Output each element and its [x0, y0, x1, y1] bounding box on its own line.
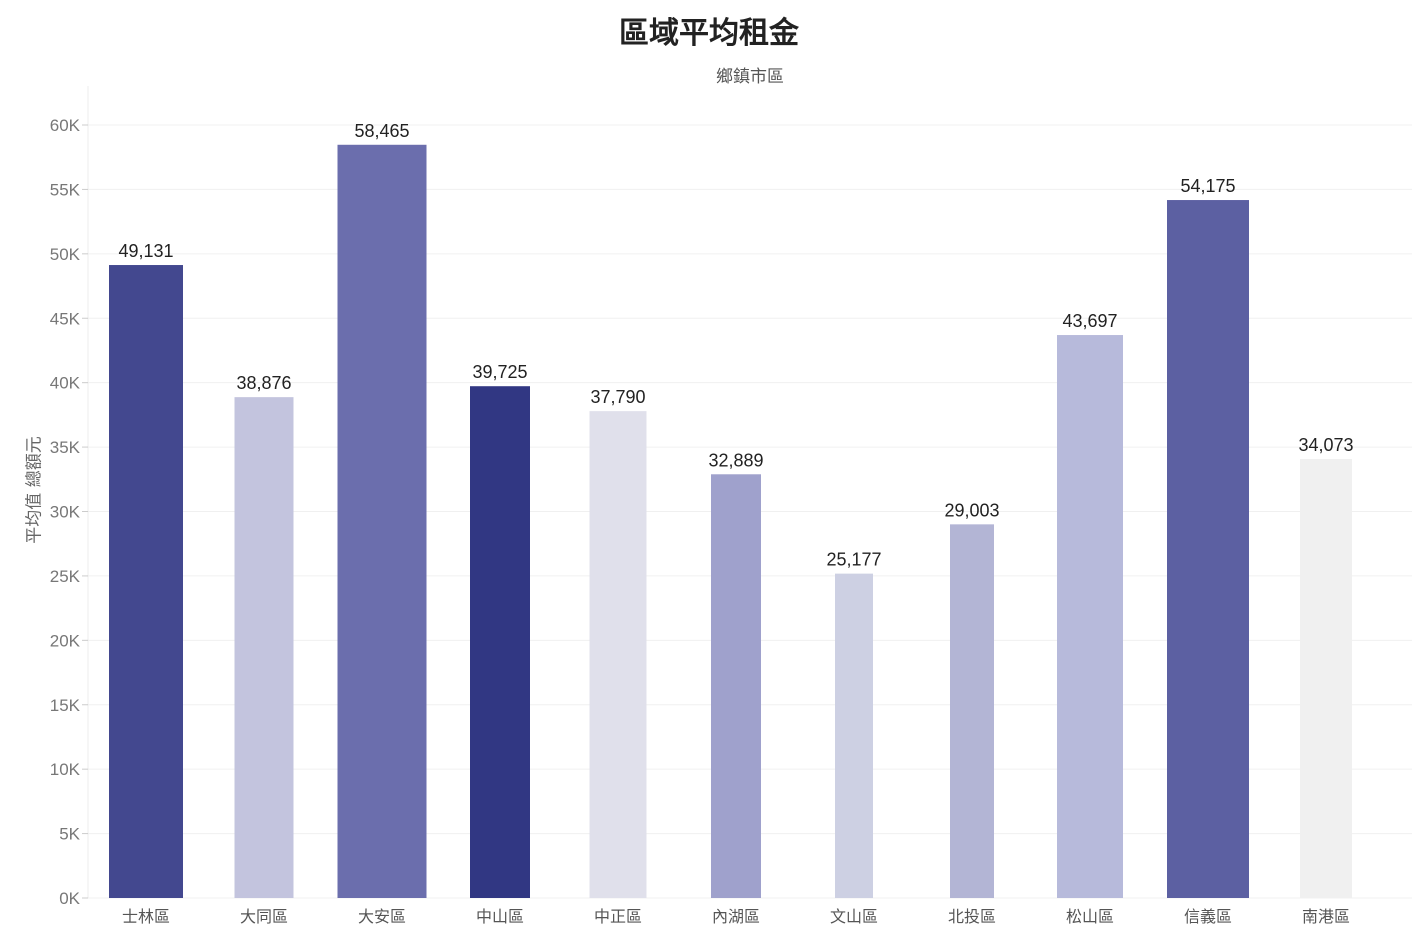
- y-tick-label: 10K: [50, 760, 81, 779]
- value-labels: 49,131 38,876 58,465 39,725 37,790 32,889 25,1…: [118, 121, 1353, 570]
- bar-value-label: 32,889: [708, 450, 763, 470]
- bar: [470, 386, 530, 898]
- bar-value-label: 49,131: [118, 241, 173, 261]
- category-label: 松山區: [1066, 907, 1114, 926]
- y-tick-label: 15K: [50, 696, 81, 715]
- bar-value-label: 25,177: [826, 550, 881, 570]
- bar: [234, 397, 294, 898]
- y-tick-label: 45K: [50, 309, 81, 328]
- bar-value-label: 34,073: [1298, 435, 1353, 455]
- category-label: 內湖區: [712, 907, 760, 926]
- category-label: 士林區: [122, 907, 170, 926]
- bar-value-label: 43,697: [1062, 311, 1117, 331]
- bar: [711, 474, 761, 898]
- y-tick-label: 5K: [59, 825, 80, 844]
- bar: [835, 573, 873, 898]
- category-label: 信義區: [1184, 907, 1232, 926]
- category-label: 大安區: [358, 907, 406, 926]
- y-tick-label: 50K: [50, 245, 81, 264]
- category-label: 中山區: [476, 907, 524, 926]
- bar-value-label: 39,725: [472, 362, 527, 382]
- bar-value-label: 37,790: [590, 387, 645, 407]
- bar: [1167, 200, 1249, 898]
- bar: [950, 524, 994, 898]
- category-labels: 士林區 大同區 大安區 中山區 中正區 內湖區 文山區 北投區 松山區 信義區 南港區: [122, 907, 1350, 926]
- bars: [109, 144, 1352, 899]
- bar: [337, 144, 427, 899]
- bar: [1300, 459, 1352, 898]
- y-tick-label: 20K: [50, 631, 81, 650]
- y-tick-label: 60K: [50, 116, 81, 135]
- y-tick-label: 55K: [50, 180, 81, 199]
- category-label: 大同區: [240, 907, 288, 926]
- bar-value-label: 29,003: [944, 500, 999, 520]
- bar-value-label: 58,465: [354, 121, 409, 141]
- chart-title: 區域平均租金: [619, 16, 799, 51]
- y-tick-label: 40K: [50, 374, 81, 393]
- y-axis: 0K 5K 10K 15K 20K 25K 30K 35K 40K 45K 50K 55K 60K: [50, 86, 89, 908]
- category-label: 北投區: [948, 907, 996, 926]
- column-header: 鄉鎮市區: [716, 67, 784, 87]
- y-tick-label: 30K: [50, 503, 81, 522]
- y-tick-label: 35K: [50, 438, 81, 457]
- bar-value-label: 54,175: [1180, 176, 1235, 196]
- category-label: 文山區: [830, 907, 878, 926]
- y-tick-label: 25K: [50, 567, 81, 586]
- bar: [109, 265, 183, 899]
- y-tick-label: 0K: [59, 889, 80, 908]
- category-label: 中正區: [594, 907, 642, 926]
- category-label: 南港區: [1302, 907, 1350, 926]
- bar-value-label: 38,876: [236, 373, 291, 393]
- bar: [589, 411, 647, 898]
- bar: [1057, 335, 1123, 898]
